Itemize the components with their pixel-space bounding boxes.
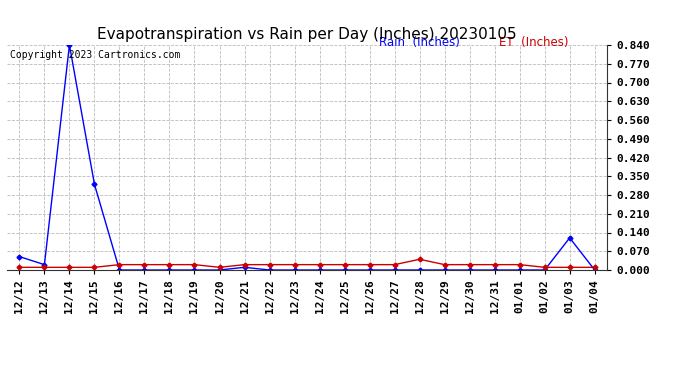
Title: Evapotranspiration vs Rain per Day (Inches) 20230105: Evapotranspiration vs Rain per Day (Inch… bbox=[97, 27, 517, 42]
Text: Copyright 2023 Cartronics.com: Copyright 2023 Cartronics.com bbox=[10, 50, 180, 60]
Text: Rain  (Inches): Rain (Inches) bbox=[379, 36, 460, 49]
Text: ET  (Inches): ET (Inches) bbox=[499, 36, 569, 49]
